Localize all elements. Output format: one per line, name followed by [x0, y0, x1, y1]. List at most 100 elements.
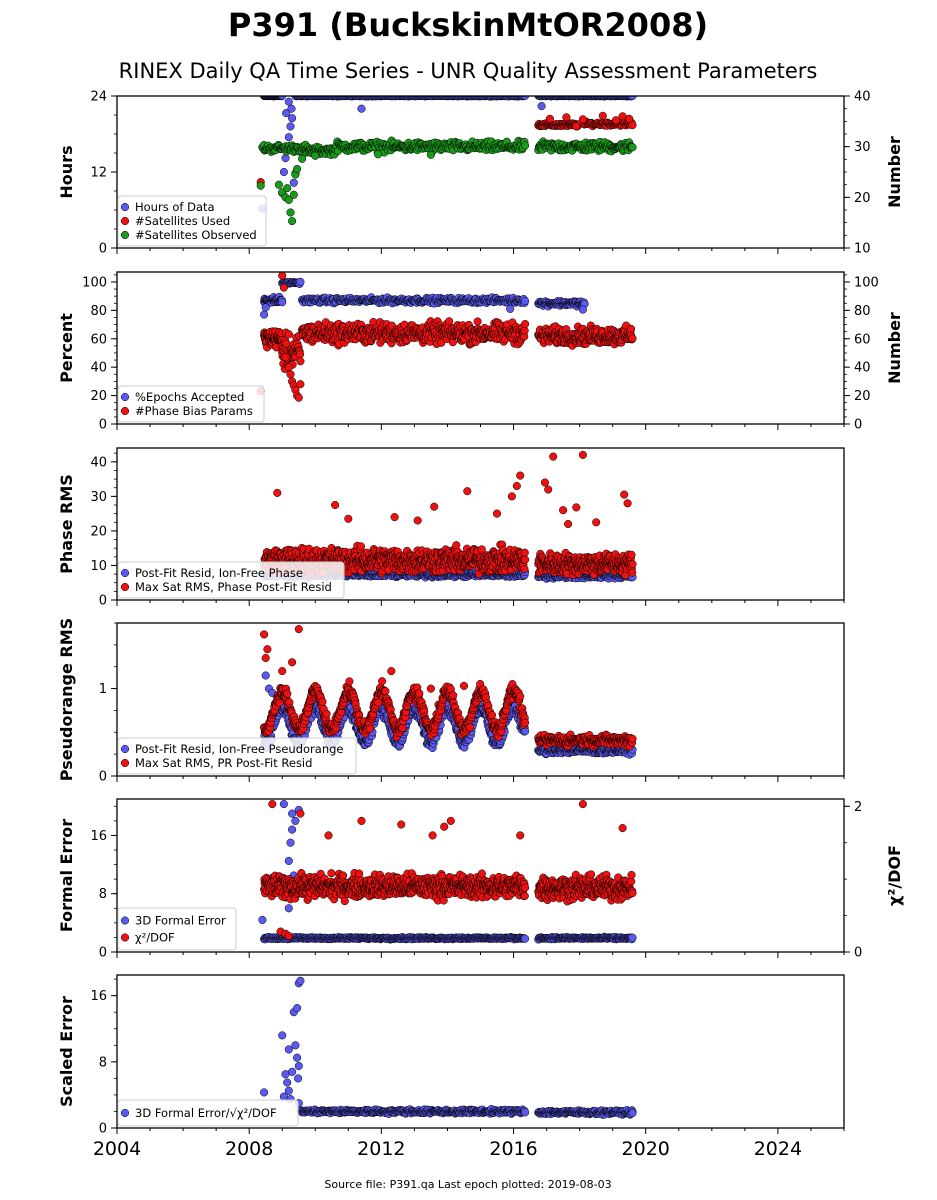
- data-point: [549, 452, 558, 461]
- data-point: [298, 154, 307, 163]
- y2-tick-label: 30: [854, 140, 871, 155]
- data-point: [289, 178, 298, 187]
- legend-entry: Hours of Data: [135, 200, 215, 214]
- data-point: [311, 151, 320, 160]
- data-point: [473, 317, 482, 326]
- data-point: [390, 513, 399, 522]
- y2-tick-label: 80: [854, 304, 871, 319]
- data-point: [281, 353, 290, 362]
- data-point: [344, 514, 353, 523]
- series-blue: [260, 277, 635, 333]
- legend-marker: [120, 392, 130, 402]
- y2-tick-label: 20: [854, 191, 871, 206]
- data-point: [623, 499, 632, 508]
- y-tick-label: 60: [90, 332, 107, 347]
- data-point: [282, 109, 291, 118]
- legend-marker: [120, 216, 130, 226]
- legend-entry: #Satellites Observed: [135, 228, 257, 242]
- series-red: [256, 111, 637, 187]
- legend-marker: [120, 582, 130, 592]
- data-point: [286, 208, 295, 217]
- data-point: [286, 370, 295, 379]
- data-point: [562, 113, 571, 122]
- data-point: [293, 164, 302, 174]
- data-point: [357, 104, 366, 113]
- series-red: [260, 625, 637, 751]
- data-point: [592, 518, 601, 527]
- y-tick-label: 40: [90, 455, 107, 470]
- y-tick-label: 0: [99, 594, 107, 609]
- figure-subtitle: RINEX Daily QA Time Series - UNR Quality…: [119, 59, 818, 83]
- data-point: [628, 568, 637, 577]
- legend: %Epochs Accepted#Phase Bias Params: [117, 385, 265, 423]
- y2-tick-label: 10: [854, 242, 871, 257]
- data-point: [294, 393, 303, 402]
- data-point: [296, 357, 305, 366]
- y-tick-label: 80: [90, 304, 107, 319]
- data-point: [279, 283, 288, 292]
- data-point: [521, 320, 530, 329]
- series-red: [256, 272, 637, 402]
- data-point: [578, 305, 587, 314]
- data-point: [521, 296, 530, 306]
- data-point: [287, 104, 296, 113]
- data-point: [507, 492, 516, 501]
- legend-entry: #Phase Bias Params: [135, 404, 253, 418]
- y2-tick-label: 40: [854, 90, 871, 105]
- data-point: [544, 485, 553, 494]
- series-green: [256, 136, 637, 226]
- y-axis-label: Hours: [57, 145, 76, 198]
- y-tick-label: 10: [90, 559, 107, 574]
- panel-1-points: [256, 96, 637, 226]
- data-point: [520, 565, 529, 574]
- data-point: [545, 114, 554, 123]
- data-point: [564, 519, 573, 529]
- data-point: [295, 350, 305, 359]
- data-point: [296, 380, 305, 389]
- data-point: [278, 298, 287, 307]
- data-point: [374, 150, 383, 159]
- series-red: [260, 450, 637, 580]
- data-point: [627, 550, 636, 559]
- data-point: [284, 330, 293, 339]
- data-point: [506, 304, 515, 313]
- figure-title: P391 (BuckskinMtOR2008): [228, 6, 708, 44]
- data-point: [628, 143, 637, 152]
- data-point: [286, 122, 295, 131]
- y-tick-label: 20: [90, 389, 107, 404]
- data-point: [516, 471, 525, 480]
- data-point: [521, 555, 530, 564]
- data-point: [284, 97, 293, 106]
- data-point: [628, 334, 637, 343]
- data-point: [620, 490, 629, 499]
- data-point: [426, 150, 435, 159]
- data-point: [413, 516, 422, 525]
- data-point: [284, 133, 293, 142]
- legend-entry: #Satellites Used: [135, 214, 230, 228]
- data-point: [283, 184, 292, 193]
- legend-marker: [120, 568, 130, 578]
- data-point: [356, 542, 366, 551]
- y2-tick-label: 20: [854, 389, 871, 404]
- y2-tick-label: 100: [854, 275, 879, 290]
- panel-4-points: [260, 625, 637, 759]
- data-point: [628, 96, 637, 101]
- legend-marker: [120, 230, 130, 240]
- data-point: [296, 277, 305, 286]
- data-point: [512, 481, 521, 491]
- data-point: [261, 303, 270, 312]
- legend-marker: [120, 406, 130, 416]
- y-axis-label: Phase RMS: [57, 474, 76, 574]
- data-point: [430, 502, 439, 511]
- data-point: [572, 503, 581, 512]
- data-point: [274, 180, 283, 189]
- data-point: [284, 363, 293, 372]
- data-point: [628, 559, 637, 569]
- data-point: [278, 272, 287, 280]
- data-point: [611, 116, 621, 125]
